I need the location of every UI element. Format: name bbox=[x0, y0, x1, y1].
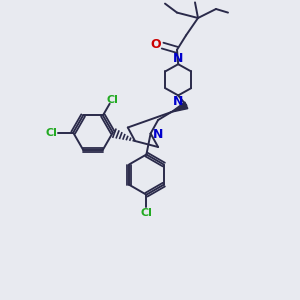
Polygon shape bbox=[171, 102, 188, 112]
Text: Cl: Cl bbox=[106, 95, 118, 105]
Text: Cl: Cl bbox=[140, 208, 152, 218]
Text: Cl: Cl bbox=[46, 128, 58, 138]
Text: N: N bbox=[173, 52, 183, 65]
Text: N: N bbox=[153, 128, 163, 141]
Text: N: N bbox=[173, 95, 183, 108]
Text: O: O bbox=[151, 38, 161, 51]
